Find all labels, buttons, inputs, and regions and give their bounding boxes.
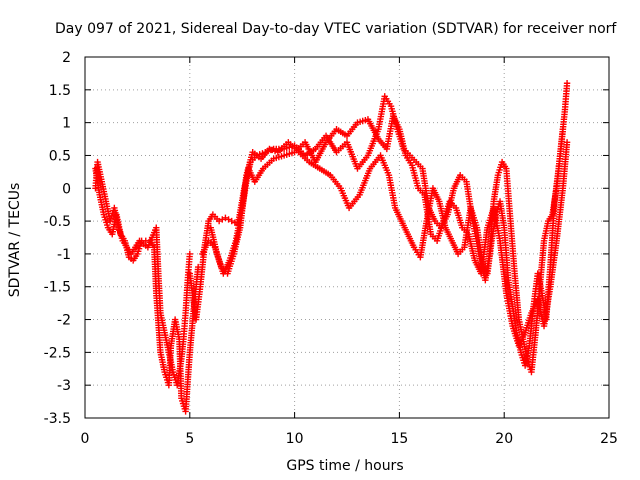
data-point <box>186 250 193 258</box>
y-tick-labels: -3.5 -3 -2.5 -2 -1.5 -1 -0.5 0 0.5 1 1.5 2 <box>44 50 71 427</box>
y-axis-label: SDTVAR / TECUs <box>7 183 23 298</box>
y-tick-label: -2 <box>57 313 71 329</box>
y-tick-label: -2.5 <box>44 345 71 361</box>
data-point <box>563 139 571 146</box>
data-point <box>563 80 571 87</box>
x-tick-labels: 0 5 10 15 20 25 <box>81 431 618 447</box>
plot-frame <box>84 56 610 419</box>
y-tick-label: -3 <box>57 378 71 394</box>
y-tick-label: 2 <box>62 50 71 66</box>
y-tick-label: 0 <box>62 181 71 197</box>
x-tick-label: 25 <box>600 431 618 447</box>
data-points <box>92 80 571 415</box>
y-tick-label: -1 <box>57 247 71 263</box>
x-tick-label: 5 <box>185 431 194 447</box>
y-tick-label: 0.5 <box>49 148 71 164</box>
y-tick-label: -1.5 <box>44 280 71 296</box>
x-tick-label: 10 <box>286 431 304 447</box>
x-tick-label: 0 <box>81 431 90 447</box>
chart-title: Day 097 of 2021, Sidereal Day-to-day VTE… <box>55 21 617 37</box>
y-tick-label: -3.5 <box>44 411 71 427</box>
x-tick-label: 15 <box>390 431 408 447</box>
y-tick-label: -0.5 <box>44 214 71 230</box>
data-point <box>559 126 567 133</box>
y-tick-label: 1 <box>62 116 71 132</box>
x-tick-label: 20 <box>495 431 513 447</box>
x-axis-label: GPS time / hours <box>286 458 403 474</box>
y-tick-label: 1.5 <box>49 83 71 99</box>
